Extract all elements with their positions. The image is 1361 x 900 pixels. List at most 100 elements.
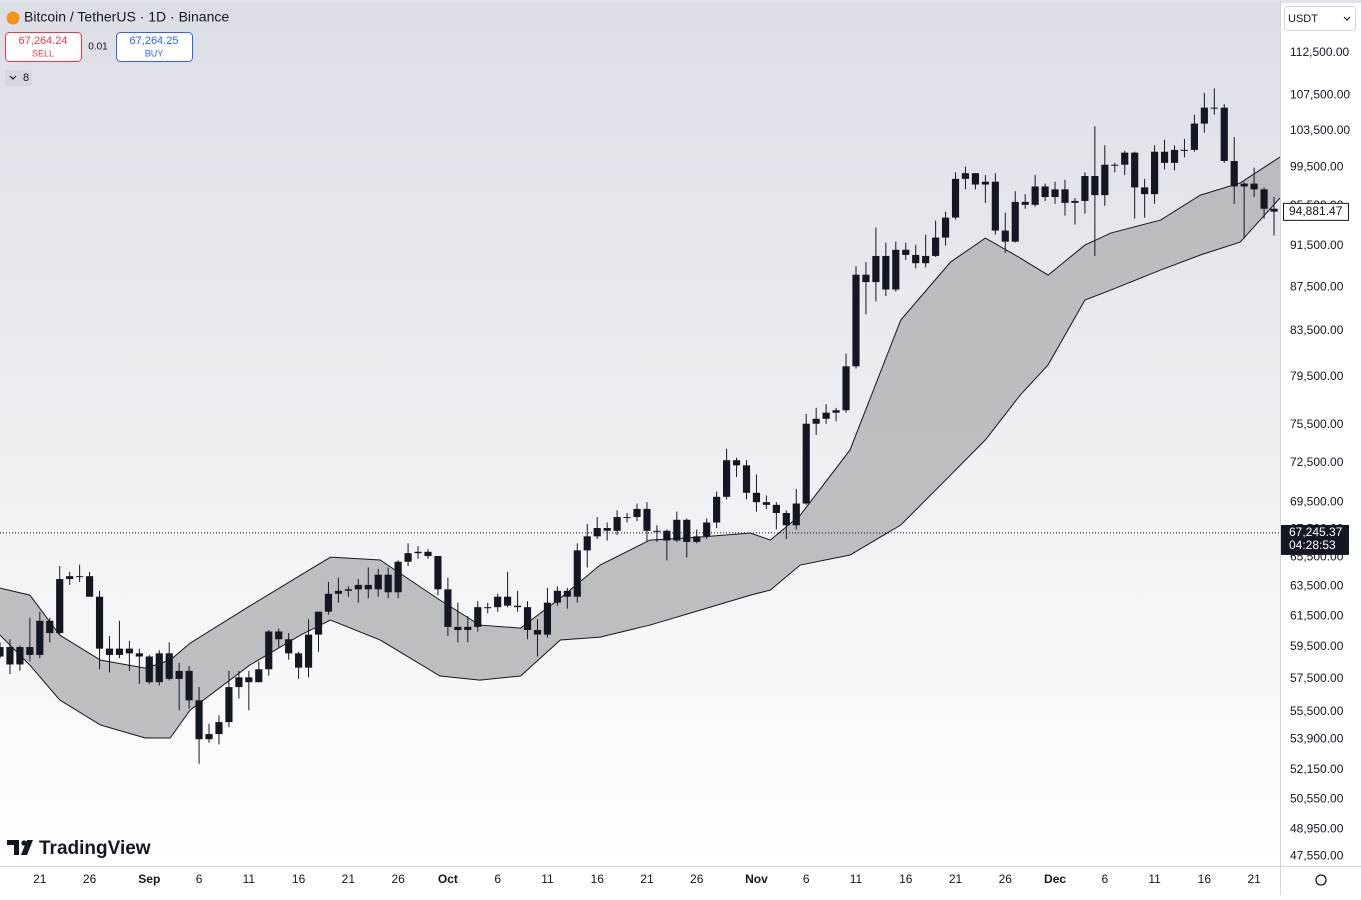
- buy-button[interactable]: [116, 32, 193, 62]
- y-tick-label: 47,550.00: [1290, 848, 1344, 862]
- indicators-toggle[interactable]: [5, 70, 32, 86]
- x-tick-label: 6: [196, 872, 203, 886]
- candle-body: [46, 620, 54, 634]
- y-tick-label: 87,500.00: [1290, 280, 1344, 294]
- currency[interactable]: USDT: [1288, 13, 1318, 25]
- candle-body: [265, 631, 273, 670]
- candle-body: [842, 366, 850, 411]
- candle-body: [1071, 200, 1079, 203]
- candle-body: [822, 412, 830, 419]
- candle-body: [912, 254, 920, 264]
- candle-body: [892, 249, 900, 290]
- candle-body: [1131, 152, 1139, 188]
- x-tick-label: 16: [899, 872, 913, 886]
- y-tick-label: 59,500.00: [1290, 639, 1344, 653]
- candle-body: [1210, 107, 1218, 109]
- x-tick-label: 26: [391, 872, 405, 886]
- candle-body: [1111, 164, 1119, 166]
- candle-body: [364, 584, 372, 590]
- x-tick-label: 11: [541, 872, 554, 886]
- candle-body: [334, 590, 342, 594]
- candle-body: [533, 629, 542, 635]
- candle-body: [1051, 189, 1059, 198]
- symbol-title: Bitcoin / TetherUS · 1D · Binance: [24, 9, 229, 25]
- candle-body: [782, 512, 790, 526]
- candle-body: [504, 596, 512, 606]
- x-tick-label: Nov: [745, 872, 768, 886]
- candle-body: [1141, 187, 1149, 195]
- candle-body: [1061, 189, 1069, 203]
- candle-body: [1001, 230, 1009, 242]
- candle-body: [673, 519, 681, 541]
- settings-icon[interactable]: [1315, 874, 1327, 886]
- x-tick-label: 21: [949, 872, 963, 886]
- buy-price[interactable]: 67,264.25: [130, 35, 179, 47]
- y-tick-label: 99,500.00: [1290, 160, 1344, 174]
- candle-body: [653, 530, 661, 532]
- brand: TradingView: [39, 838, 151, 859]
- symbol-icon: [6, 11, 20, 25]
- candle-body: [981, 181, 989, 185]
- candle-body: [314, 611, 323, 635]
- candle-body: [812, 418, 820, 424]
- candle-body: [1081, 176, 1089, 201]
- candle-body: [235, 677, 243, 688]
- candle-body: [36, 620, 44, 655]
- sell-button[interactable]: [5, 32, 82, 62]
- y-tick-label: 48,950.00: [1290, 821, 1344, 835]
- x-tick-label: 11: [1148, 872, 1161, 886]
- candle-body: [354, 584, 362, 590]
- price-line-box: [1281, 524, 1349, 555]
- y-tick-label: 107,500.00: [1290, 88, 1350, 102]
- candle-body: [1011, 201, 1019, 242]
- last-price-label: 94,881.47: [1289, 204, 1343, 218]
- candle-body: [683, 519, 691, 542]
- candle-body: [703, 522, 711, 537]
- candle-body: [1250, 183, 1258, 190]
- candle-body: [713, 496, 721, 523]
- candle-body: [882, 255, 890, 290]
- y-tick-label: 103,500.00: [1290, 123, 1350, 137]
- candle-body: [394, 561, 402, 593]
- buy-label[interactable]: BUY: [145, 48, 164, 58]
- candle-body: [1220, 107, 1228, 161]
- candle-body: [225, 687, 233, 723]
- candle-body: [1121, 152, 1129, 165]
- y-tick-label: 57,500.00: [1290, 671, 1344, 685]
- candle-body: [951, 178, 960, 218]
- candle-body: [454, 626, 462, 630]
- price-line-label: 67,245.37: [1289, 525, 1343, 539]
- candle-body: [245, 677, 253, 683]
- candle-body: [1151, 151, 1159, 195]
- candle-body: [175, 670, 183, 679]
- candle-body: [862, 274, 870, 283]
- y-tick-label: 63,500.00: [1290, 579, 1344, 593]
- candle-body: [762, 502, 770, 505]
- band-upper-line: [0, 156, 1280, 669]
- candle-body: [105, 648, 114, 655]
- candle-body: [872, 255, 880, 283]
- candle-body: [772, 504, 780, 513]
- candle-body: [304, 634, 313, 668]
- candle-body: [1031, 186, 1039, 205]
- overlay: Bitcoin / TetherUS · 1D · Binance 67,264…: [5, 6, 1356, 886]
- candle-body: [663, 530, 671, 541]
- candle-body: [414, 551, 422, 554]
- candle-body: [26, 647, 34, 655]
- candle-body: [633, 508, 641, 518]
- currency-select[interactable]: [1284, 6, 1356, 31]
- price-line-countdown: 04:28:53: [1289, 538, 1336, 552]
- candle-body: [195, 700, 203, 740]
- sell-label[interactable]: SELL: [32, 48, 54, 58]
- candle-body: [155, 653, 163, 683]
- y-tick-label: 75,500.00: [1290, 417, 1344, 431]
- candle-body: [1021, 201, 1029, 205]
- x-tick-label: 16: [591, 872, 605, 886]
- indicators-count[interactable]: 8: [23, 72, 29, 84]
- candle-body: [613, 517, 621, 531]
- candle-body: [971, 173, 980, 185]
- plot-background: [0, 0, 1280, 866]
- sell-price[interactable]: 67,264.24: [19, 35, 68, 47]
- candle-body: [563, 590, 571, 597]
